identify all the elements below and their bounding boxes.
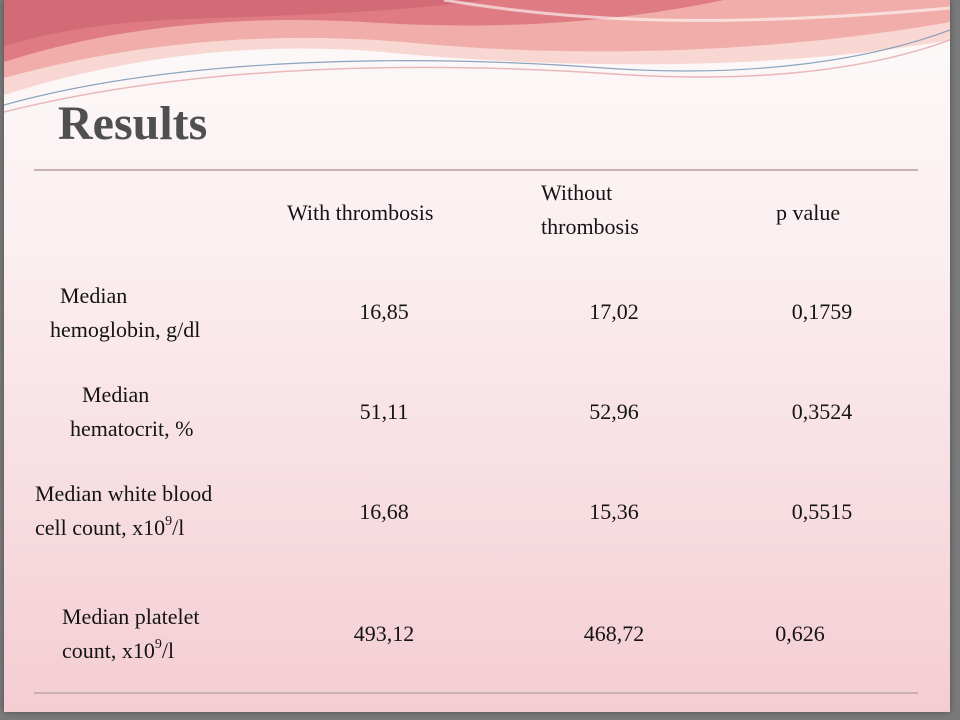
row-label-line1: Median white blood bbox=[35, 481, 213, 506]
row-label-line2: count, x109/l bbox=[62, 636, 175, 663]
header-with-thrombosis: With thrombosis bbox=[287, 200, 434, 225]
table-row-label: Median hematocrit, % bbox=[70, 378, 193, 446]
header-without-line1: Without bbox=[541, 180, 613, 205]
cell-without: 52,96 bbox=[589, 399, 639, 424]
cell-without: 468,72 bbox=[583, 621, 645, 646]
cell-p: 0,5515 bbox=[791, 499, 853, 524]
row-label-line2: cell count, x109/l bbox=[35, 513, 185, 540]
cell-with: 16,85 bbox=[359, 299, 409, 324]
cell-without: 15,36 bbox=[589, 499, 639, 524]
row-label-line1: Median platelet bbox=[62, 604, 200, 629]
table-top-rule bbox=[34, 169, 918, 171]
cell-p: 0,1759 bbox=[791, 299, 853, 324]
table-row-label: Median platelet count, x109/l bbox=[62, 600, 199, 668]
cell-with: 493,12 bbox=[353, 621, 415, 646]
table-row-label: Median white blood cell count, x109/l bbox=[35, 477, 212, 545]
header-p-value: p value bbox=[776, 200, 841, 225]
cell-p: 0,3524 bbox=[791, 399, 853, 424]
row-label-line2: hemoglobin, g/dl bbox=[50, 317, 201, 342]
table-bottom-rule bbox=[34, 692, 918, 694]
cell-without: 17,02 bbox=[589, 299, 639, 324]
header-without-line2: thrombosis bbox=[541, 214, 639, 239]
decorative-swoosh bbox=[4, 0, 950, 113]
row-label-line2: hematocrit, % bbox=[70, 416, 194, 441]
row-label-line1: Median bbox=[60, 283, 128, 308]
slide-title: Results bbox=[58, 97, 208, 150]
row-label-line1: Median bbox=[82, 382, 150, 407]
cell-with: 16,68 bbox=[359, 499, 409, 524]
table-row-label: Median hemoglobin, g/dl bbox=[50, 279, 200, 347]
cell-with: 51,11 bbox=[359, 399, 409, 424]
slide: Results With thrombosis Without thrombos… bbox=[4, 0, 950, 712]
header-without-thrombosis: Without thrombosis bbox=[541, 176, 639, 244]
cell-p: 0,626 bbox=[775, 621, 825, 646]
